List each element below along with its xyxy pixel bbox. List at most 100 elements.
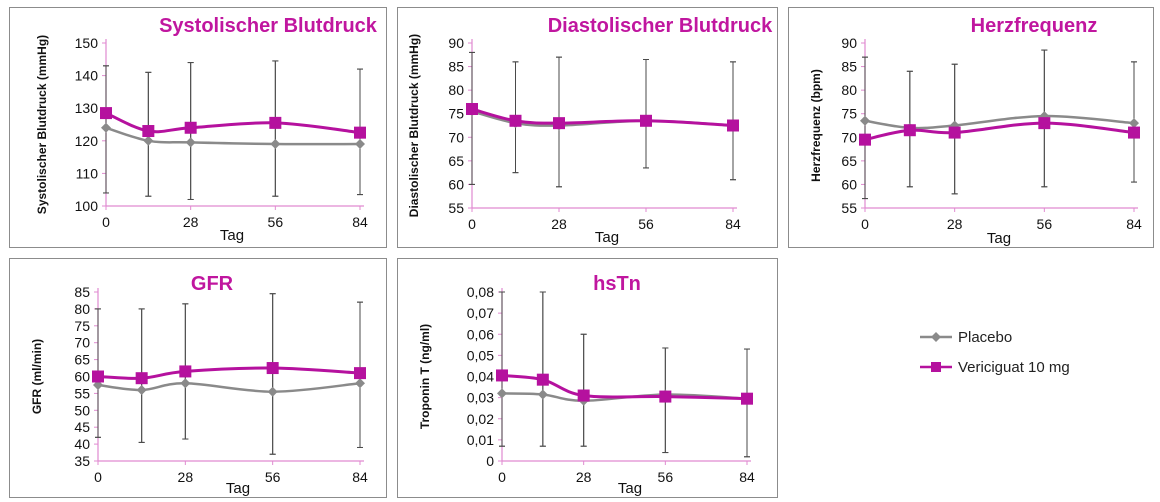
series-line-vericiguat [501, 373, 748, 401]
x-tick-label: 0 [498, 469, 506, 485]
series-line-placebo [864, 114, 1135, 130]
y-tick-label: 130 [75, 100, 99, 116]
legend-label-placebo: Placebo [958, 329, 1013, 346]
x-tick-label: 0 [102, 214, 110, 230]
data-point-vericiguat [536, 373, 549, 386]
y-tick-label: 0,07 [467, 305, 494, 321]
legend-item-placebo: Placebo [920, 325, 1140, 355]
x-axis-label: Tag [987, 230, 1011, 247]
y-tick-label: 70 [448, 129, 464, 145]
chart-title: Herzfrequenz [971, 15, 1098, 37]
x-tick-label: 84 [725, 216, 741, 232]
y-tick-label: 65 [448, 153, 464, 169]
data-point-vericiguat [92, 370, 104, 383]
data-point-placebo [185, 137, 196, 148]
chart-panel-heart-rate: Herzfrequenz Herzfrequenz (bpm) 55 60 65 70 75… [788, 7, 1154, 248]
y-tick-label: 0,06 [467, 326, 494, 342]
x-axis-label: Tag [595, 229, 619, 246]
data-point-vericiguat [659, 390, 672, 403]
data-point-vericiguat [179, 365, 192, 378]
y-tick-label: 60 [74, 369, 90, 385]
y-tick-label: 65 [841, 153, 857, 169]
legend-label-vericiguat: Vericiguat 10 mg [958, 359, 1070, 376]
legend-vericiguat-marker [920, 362, 952, 372]
y-axis-label: GFR (ml/min) [30, 339, 44, 414]
data-point-vericiguat [577, 389, 590, 402]
y-tick-label: 70 [841, 129, 857, 145]
data-point-placebo [355, 378, 365, 389]
data-point-vericiguat [727, 119, 739, 132]
y-tick-label: 80 [74, 301, 90, 317]
data-point-placebo [270, 139, 281, 150]
data-point-vericiguat [354, 367, 366, 380]
chart-panel-systolic: Systolischer Blutdruck Systolischer Blutd… [9, 7, 387, 248]
data-point-vericiguat [269, 116, 282, 129]
y-tick-label: 70 [74, 335, 90, 351]
data-point-placebo [355, 139, 365, 150]
data-point-vericiguat [466, 103, 478, 115]
y-tick-label: 50 [74, 402, 90, 418]
y-tick-label: 80 [448, 82, 464, 98]
x-tick-label: 0 [94, 469, 102, 485]
series-line-placebo [501, 392, 748, 403]
chart-title: GFR [191, 273, 234, 295]
y-tick-label: 75 [841, 106, 857, 122]
legend-item-vericiguat: Vericiguat 10 mg [920, 355, 1140, 385]
chart-heart-rate: Herzfrequenz Herzfrequenz (bpm) 55 60 65 70 75… [809, 15, 1142, 247]
series-line-vericiguat [471, 107, 734, 127]
y-tick-label: 55 [841, 200, 857, 216]
y-tick-label: 90 [448, 35, 464, 51]
data-point-vericiguat [100, 107, 112, 120]
chart-hstn: hsTn Troponin T (ng/ml) 0 0,01 0,02 0,03 0,04 0… [418, 273, 755, 497]
data-point-vericiguat [903, 124, 916, 137]
data-point-placebo [101, 122, 111, 133]
chart-panel-diastolic: Diastolischer Blutdruck Diastolischer Blu… [397, 7, 778, 248]
data-point-vericiguat [948, 126, 961, 139]
data-point-vericiguat [1038, 117, 1051, 130]
data-point-vericiguat [859, 133, 871, 146]
y-tick-label: 85 [841, 59, 857, 75]
x-tick-label: 28 [947, 216, 963, 232]
y-tick-label: 0 [486, 453, 494, 469]
data-point-placebo [497, 388, 507, 399]
y-tick-label: 85 [448, 59, 464, 75]
data-point-placebo [180, 378, 191, 389]
x-tick-label: 0 [468, 216, 476, 232]
y-tick-label: 45 [74, 419, 90, 435]
data-point-vericiguat [142, 125, 155, 138]
x-tick-label: 28 [178, 469, 194, 485]
x-tick-label: 28 [551, 216, 567, 232]
legend-placebo-marker [920, 332, 952, 342]
x-tick-label: 84 [739, 469, 755, 485]
chart-title: hsTn [593, 273, 641, 295]
series-line-vericiguat [105, 111, 361, 135]
y-tick-label: 110 [76, 165, 99, 181]
chart-systolic: Systolischer Blutdruck Systolischer Blutd… [35, 15, 378, 244]
y-tick-label: 90 [841, 35, 857, 51]
data-point-vericiguat [1128, 126, 1140, 139]
y-tick-label: 140 [75, 68, 99, 84]
chart-title: Diastolischer Blutdruck [548, 15, 773, 37]
data-point-placebo [136, 385, 147, 396]
y-axis-label: Troponin T (ng/ml) [418, 324, 432, 429]
y-tick-label: 0,03 [467, 390, 494, 406]
data-point-vericiguat [509, 114, 522, 127]
y-tick-label: 75 [74, 318, 90, 334]
x-axis-label: Tag [226, 480, 250, 497]
y-tick-label: 75 [448, 106, 464, 122]
data-point-vericiguat [496, 369, 508, 382]
y-tick-label: 35 [74, 453, 90, 469]
y-axis-label: Herzfrequenz (bpm) [809, 69, 823, 182]
x-tick-label: 56 [658, 469, 674, 485]
y-tick-label: 150 [75, 35, 99, 51]
y-tick-label: 55 [448, 200, 464, 216]
y-tick-label: 0,08 [467, 284, 494, 300]
y-axis-label: Diastolischer Blutdruck (mmHg) [407, 34, 421, 217]
chart-panel-gfr: GFR GFR (ml/min) 35 40 45 50 55 60 65 70 75 80 85 0 28… [9, 258, 387, 498]
x-tick-label: 56 [1037, 216, 1053, 232]
y-tick-label: 0,04 [467, 369, 494, 385]
chart-title: Systolischer Blutdruck [159, 15, 378, 37]
x-tick-label: 28 [576, 469, 592, 485]
data-point-vericiguat [266, 362, 279, 375]
